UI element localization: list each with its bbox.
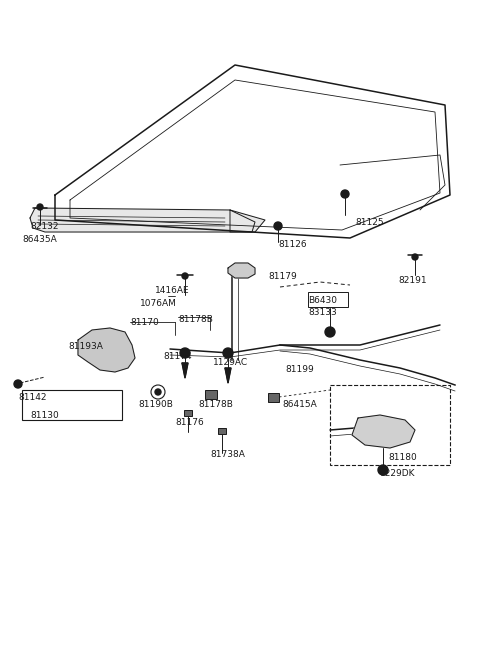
Circle shape bbox=[412, 254, 418, 260]
Circle shape bbox=[274, 222, 282, 230]
Text: 81130: 81130 bbox=[30, 411, 59, 420]
Text: 86415A: 86415A bbox=[282, 400, 317, 409]
Text: 81178B: 81178B bbox=[178, 315, 213, 324]
Bar bbox=[218, 428, 226, 434]
Text: 1229DK: 1229DK bbox=[380, 469, 416, 478]
Text: 81180: 81180 bbox=[388, 453, 417, 462]
Circle shape bbox=[325, 327, 335, 337]
Circle shape bbox=[37, 204, 43, 210]
Text: 81193A: 81193A bbox=[68, 342, 103, 351]
Bar bbox=[205, 390, 217, 399]
Text: 81174: 81174 bbox=[163, 352, 192, 361]
Text: 83133: 83133 bbox=[308, 308, 337, 317]
Text: 81125: 81125 bbox=[355, 218, 384, 227]
Text: 81176: 81176 bbox=[175, 418, 204, 427]
Text: 81170: 81170 bbox=[130, 318, 159, 327]
Text: B6430: B6430 bbox=[308, 296, 337, 305]
Bar bbox=[330, 385, 450, 465]
Circle shape bbox=[378, 465, 388, 475]
Polygon shape bbox=[78, 328, 135, 372]
Polygon shape bbox=[55, 65, 450, 238]
Text: 81179: 81179 bbox=[268, 272, 297, 281]
Text: 81199: 81199 bbox=[285, 365, 314, 374]
Text: 82191: 82191 bbox=[398, 276, 427, 285]
Polygon shape bbox=[228, 263, 255, 278]
Text: 1076AM: 1076AM bbox=[140, 299, 177, 308]
Text: 1129AC: 1129AC bbox=[213, 358, 248, 367]
Bar bbox=[308, 292, 348, 307]
Text: 81178B: 81178B bbox=[198, 400, 233, 409]
Polygon shape bbox=[352, 415, 415, 448]
Bar bbox=[184, 410, 192, 416]
Circle shape bbox=[223, 348, 233, 358]
Circle shape bbox=[155, 389, 161, 395]
Circle shape bbox=[182, 273, 188, 279]
Polygon shape bbox=[30, 208, 255, 232]
Circle shape bbox=[341, 190, 349, 198]
Text: 81190B: 81190B bbox=[138, 400, 173, 409]
Polygon shape bbox=[182, 363, 188, 378]
Text: 1416AE: 1416AE bbox=[155, 286, 190, 295]
Text: 81126: 81126 bbox=[278, 240, 307, 249]
Text: 86435A: 86435A bbox=[22, 235, 57, 244]
Circle shape bbox=[180, 348, 190, 358]
Bar bbox=[22, 390, 122, 420]
Circle shape bbox=[14, 380, 22, 388]
Polygon shape bbox=[230, 210, 265, 232]
Text: 82132: 82132 bbox=[30, 222, 59, 231]
Bar bbox=[268, 393, 279, 402]
Polygon shape bbox=[225, 368, 231, 383]
Text: 81142: 81142 bbox=[18, 393, 47, 402]
Text: 81738A: 81738A bbox=[210, 450, 245, 459]
